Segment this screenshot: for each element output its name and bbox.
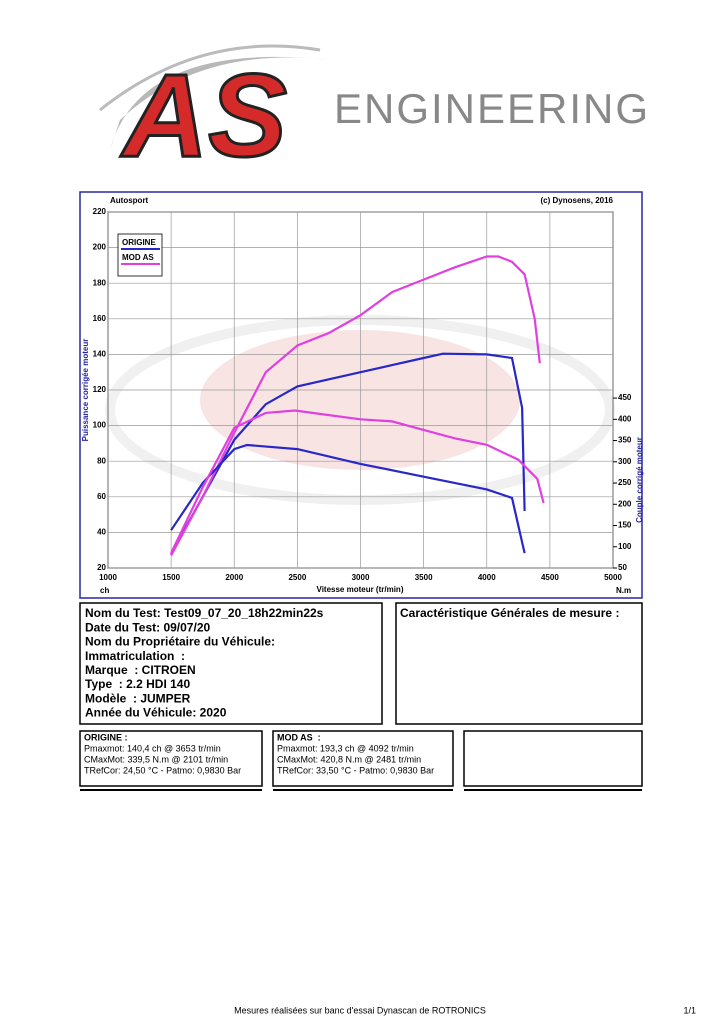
result-line: TRefCor: 33,50 °C - Patmo: 0,9830 Bar [277,765,434,775]
y-unit: ch [100,586,109,595]
result-line: CMaxMot: 420,8 N.m @ 2481 tr/min [277,754,421,764]
footer-text: Mesures réalisées sur banc d'essai Dynas… [234,1005,486,1015]
legend-label: ORIGINE [122,238,156,247]
y-tick-label: 220 [93,207,107,216]
y2-unit: N.m [616,586,631,595]
y-tick-label: 80 [97,456,106,465]
y2-tick-label: 150 [618,521,632,530]
info-line: Marque : CITROEN [85,663,196,677]
y-tick-label: 120 [93,385,107,394]
info-line: Année du Véhicule: 2020 [85,706,227,720]
info-line: Nom du Test: Test09_07_20_18h22min22s [85,606,324,620]
info-line: Nom du Propriétaire du Véhicule: [85,635,275,649]
page-number: 1/1 [683,1005,696,1015]
y-tick-label: 20 [97,563,106,572]
x-tick-label: 4500 [541,573,559,582]
y2-tick-label: 300 [618,457,632,466]
logo-swoosh [99,44,321,112]
info-line: Date du Test: 09/07/20 [85,620,210,634]
chart-frame [79,191,643,599]
logo: AS ENGINEERING [99,44,650,184]
series-line [170,443,526,554]
y-tick-label: 160 [93,314,107,323]
info-right-title: Caractéristique Générales de mesure : [400,606,619,620]
x-tick-label: 2000 [225,573,243,582]
y2-tick-label: 200 [618,499,632,508]
series-line [170,352,526,555]
result-line: Pmaxmot: 193,3 ch @ 4092 tr/min [277,743,414,753]
x-tick-label: 2500 [288,573,306,582]
series-line [170,255,541,557]
info-frames [79,602,643,791]
info-line: Modèle : JUMPER [85,691,191,705]
result-line: TRefCor: 24,50 °C - Patmo: 0,9830 Bar [84,765,241,775]
logo-mark: AS [120,50,287,182]
y2-axis-label: Couple corrigé moteur [635,437,644,523]
chart-subtitle: (c) Dynosens, 2016 [541,196,614,205]
chart-subtitle: Autosport [110,196,149,205]
y-axis-label: Puissance corrigée moteur [81,339,90,442]
result-line: Pmaxmot: 140,4 ch @ 3653 tr/min [84,743,221,753]
y-tick-label: 200 [93,243,107,252]
y2-tick-label: 250 [618,478,632,487]
y2-tick-label: 100 [618,542,632,551]
x-axis-label: Vitesse moteur (tr/min) [317,585,404,594]
x-tick-label: 1000 [99,573,117,582]
y2-tick-label: 400 [618,414,632,423]
series-line [170,409,545,554]
y-tick-label: 40 [97,528,106,537]
x-tick-label: 1500 [162,573,180,582]
y2-tick-label: 50 [618,563,627,572]
legend-box [117,233,163,277]
y-tick-label: 180 [93,278,107,287]
y-tick-label: 140 [93,350,107,359]
y2-tick-label: 450 [618,393,632,402]
x-tick-label: 3000 [352,573,370,582]
result-title: ORIGINE : [84,732,128,742]
y-tick-label: 60 [97,492,106,501]
y-tick-label: 100 [93,421,107,430]
info-line: Immatriculation : [85,649,185,663]
watermark [105,315,615,505]
result-title: MOD AS : [277,732,321,742]
info-line: Type : 2.2 HDI 140 [85,677,190,691]
logo-word: ENGINEERING [334,85,650,132]
x-tick-label: 3500 [415,573,433,582]
x-tick-label: 4000 [478,573,496,582]
y2-tick-label: 350 [618,436,632,445]
x-tick-label: 5000 [604,573,622,582]
result-line: CMaxMot: 339,5 N.m @ 2101 tr/min [84,754,228,764]
logo-swoosh [110,56,330,150]
legend-label: MOD AS [122,253,154,262]
